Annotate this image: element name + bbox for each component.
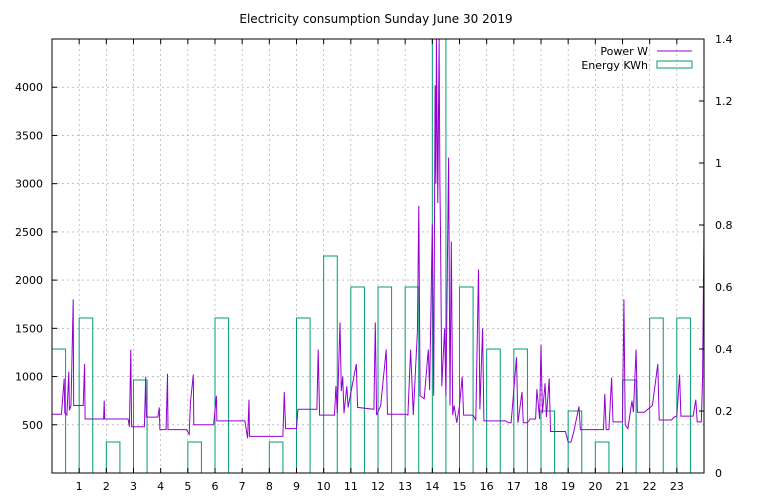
power-line-layer	[52, 38, 705, 443]
y-tick-label: 1500	[15, 322, 43, 335]
y2-tick-label: 0.4	[715, 343, 733, 356]
energy-bar	[296, 317, 311, 474]
x-tick-label: 13	[398, 480, 412, 493]
x-tick-label: 3	[130, 480, 137, 493]
y-tick-label: 2000	[15, 274, 43, 287]
x-tick-label: 7	[239, 480, 246, 493]
y-tick-label: 3000	[15, 178, 43, 191]
x-tick-label: 16	[480, 480, 494, 493]
energy-bar	[594, 441, 610, 474]
x-tick-label: 22	[643, 480, 657, 493]
y-tick-label: 2500	[15, 226, 43, 239]
energy-bar	[268, 441, 284, 474]
energy-bar	[676, 317, 691, 474]
chart-title: Electricity consumption Sunday June 30 2…	[239, 12, 512, 26]
energy-bar	[105, 441, 121, 474]
y2-tick-label: 0.8	[715, 219, 733, 232]
y-tick-label: 1000	[15, 371, 43, 384]
x-tick-label: 23	[670, 480, 684, 493]
energy-bar	[540, 410, 556, 474]
x-tick-label: 8	[266, 480, 273, 493]
x-tick-label: 2	[103, 480, 110, 493]
axis-ticks: 1 2 3 4 5 6 7 8 9 10 11 12 13 14 15 16 17 18 19 20 21 22 23500…	[15, 33, 733, 493]
x-tick-label: 11	[344, 480, 358, 493]
x-tick-label: 21	[616, 480, 630, 493]
x-tick-label: 4	[157, 480, 164, 493]
y-tick-label: 500	[22, 419, 43, 432]
power-line	[52, 38, 705, 443]
energy-bar	[187, 441, 202, 474]
x-tick-label: 12	[371, 480, 385, 493]
legend-label-power: Power W	[600, 45, 648, 58]
legend-label-energy: Energy KWh	[581, 59, 648, 72]
energy-bar	[78, 317, 94, 474]
x-tick-label: 10	[317, 480, 331, 493]
x-tick-label: 15	[453, 480, 467, 493]
energy-bar	[649, 317, 664, 474]
x-tick-label: 6	[212, 480, 219, 493]
y2-tick-label: 1.2	[715, 95, 733, 108]
x-tick-label: 5	[184, 480, 191, 493]
y2-tick-label: 1.4	[715, 33, 733, 46]
x-tick-label: 17	[507, 480, 521, 493]
energy-bar	[323, 255, 338, 474]
y-tick-label: 4000	[15, 81, 43, 94]
energy-bar	[51, 348, 67, 474]
energy-bars	[51, 38, 691, 474]
energy-bar	[377, 286, 393, 474]
y2-tick-label: 1	[715, 157, 722, 170]
y2-tick-label: 0.2	[715, 405, 733, 418]
energy-bar	[486, 348, 501, 474]
y2-tick-label: 0	[715, 467, 722, 480]
legend-swatch-energy	[656, 60, 693, 69]
x-tick-label: 14	[425, 480, 439, 493]
energy-bar	[214, 317, 230, 474]
x-tick-label: 18	[534, 480, 548, 493]
x-tick-label: 9	[293, 480, 300, 493]
y2-tick-label: 0.6	[715, 281, 733, 294]
x-tick-label: 20	[588, 480, 602, 493]
x-tick-label: 1	[76, 480, 83, 493]
legend: Power W Energy KWh	[581, 45, 693, 72]
x-tick-label: 19	[561, 480, 575, 493]
y-tick-label: 3500	[15, 129, 43, 142]
